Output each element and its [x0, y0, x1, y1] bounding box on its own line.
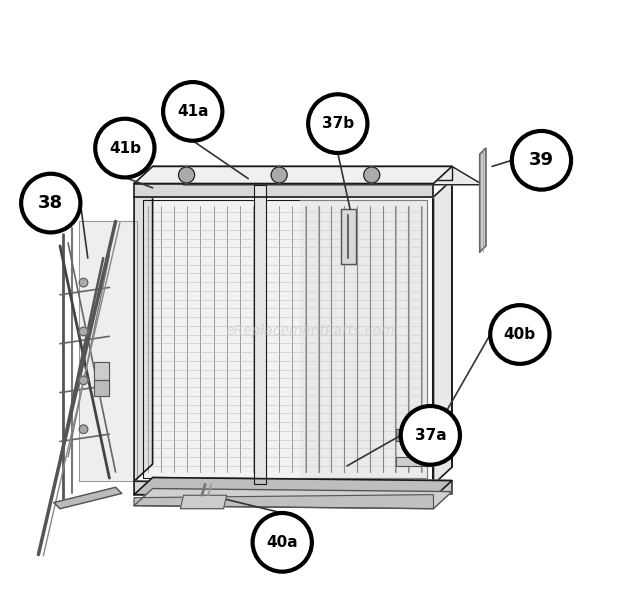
Circle shape [401, 406, 460, 465]
Polygon shape [134, 180, 153, 481]
Circle shape [512, 131, 571, 190]
Polygon shape [180, 495, 227, 509]
Circle shape [252, 513, 312, 572]
Circle shape [79, 425, 88, 433]
Polygon shape [418, 429, 426, 441]
Circle shape [79, 327, 88, 336]
Text: 38: 38 [38, 194, 63, 212]
Text: 40b: 40b [504, 327, 536, 342]
Circle shape [364, 167, 379, 183]
Polygon shape [341, 209, 356, 264]
Text: 41a: 41a [177, 104, 208, 119]
Polygon shape [94, 362, 109, 380]
Circle shape [490, 305, 549, 364]
Text: 37a: 37a [415, 428, 446, 443]
Circle shape [79, 376, 88, 384]
Polygon shape [409, 441, 436, 457]
Polygon shape [134, 495, 433, 509]
Polygon shape [254, 185, 266, 484]
Text: 41b: 41b [109, 141, 141, 155]
Polygon shape [134, 478, 452, 498]
Circle shape [271, 167, 287, 183]
Polygon shape [94, 380, 109, 395]
Circle shape [79, 278, 88, 287]
Polygon shape [54, 488, 122, 509]
Text: 40a: 40a [267, 535, 298, 550]
Circle shape [179, 167, 195, 183]
Polygon shape [433, 180, 452, 484]
Polygon shape [396, 457, 433, 466]
Circle shape [21, 174, 81, 233]
Polygon shape [143, 200, 427, 478]
Circle shape [163, 82, 223, 141]
Polygon shape [480, 148, 486, 252]
Polygon shape [134, 184, 433, 197]
Text: 39: 39 [529, 151, 554, 169]
Polygon shape [407, 429, 415, 441]
Text: eReplacementParts.com: eReplacementParts.com [225, 324, 395, 338]
Circle shape [95, 119, 154, 177]
Polygon shape [134, 166, 452, 184]
Polygon shape [134, 481, 433, 498]
Polygon shape [396, 429, 404, 441]
Polygon shape [79, 222, 137, 481]
Polygon shape [153, 166, 483, 185]
Text: 37b: 37b [322, 116, 354, 131]
Circle shape [308, 95, 368, 153]
Polygon shape [153, 166, 452, 180]
Polygon shape [299, 200, 427, 478]
Polygon shape [153, 478, 452, 494]
Polygon shape [134, 489, 452, 509]
